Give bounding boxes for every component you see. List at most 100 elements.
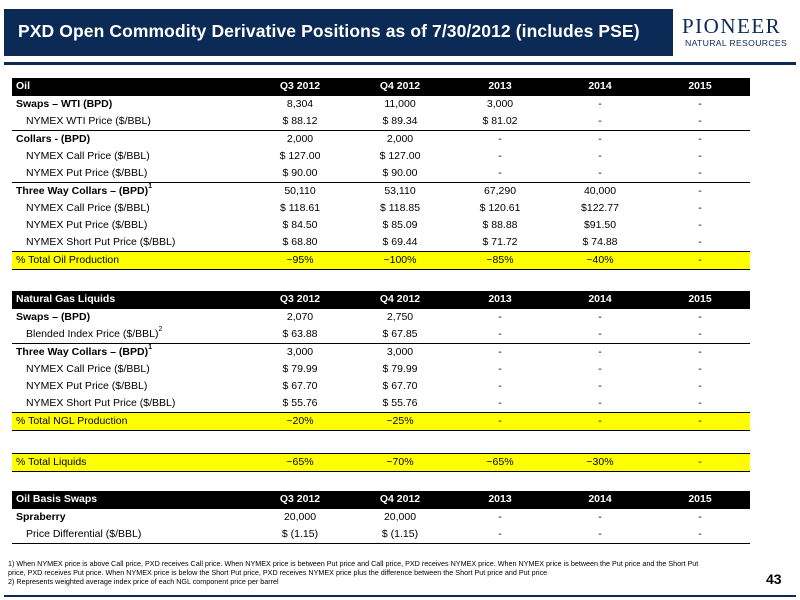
column-header: 2014 [550,491,650,509]
table-cell: - [550,308,650,326]
row-label: Blended Index Price ($/BBL)2 [12,326,250,344]
row-label: % Total Oil Production [12,251,250,270]
column-header: Q4 2012 [350,291,450,309]
table-cell: - [650,526,750,544]
column-header: 2015 [650,491,750,509]
logo-name: PIONEER [682,14,782,38]
table-cell: - [698,202,702,214]
footnotes: 1) When NYMEX price is above Call price,… [8,559,768,586]
column-header: Q4 2012 [350,491,450,509]
row-label: NYMEX Call Price ($/BBL) [12,200,250,217]
header: PXD Open Commodity Derivative Positions … [0,0,800,62]
table-row: NYMEX Call Price ($/BBL) $ 127.00 $ 127.00… [12,148,750,165]
table-cell: - [498,150,502,162]
table-cell: $ 120.61 [479,202,521,214]
table-cell: - [550,130,650,148]
table-cell: $ 88.88 [482,219,518,231]
table-cell: - [450,343,550,361]
table-cell: $ 55.76 [282,397,318,409]
row-label-text: Price Differential ($/BBL) [26,528,142,540]
table-cell: $ 85.09 [382,219,418,231]
table-cell: $ 84.50 [282,219,318,231]
row-label: NYMEX Short Put Price ($/BBL) [12,234,250,252]
row-label: Swaps – WTI (BPD) [12,95,250,113]
table-cell: ~30% [550,453,650,472]
table-cell: $ (1.15) [250,526,350,544]
table-cell: 3,000 [350,343,450,361]
table-cell: $ 81.02 [482,115,518,127]
column-header: 2013 [450,291,550,309]
row-label: % Total NGL Production [12,412,250,431]
table-row: NYMEX Put Price ($/BBL) $ 90.00 $ 90.00 - - - [12,165,750,183]
row-label-text: % Total Liquids [16,456,87,468]
table-row: NYMEX Short Put Price ($/BBL) $ 55.76 $ 55… [12,395,750,413]
column-header: Q3 2012 [250,491,350,509]
row-label-text: NYMEX Call Price ($/BBL) [26,202,150,214]
table-row: Spraberry 20,000 20,000- - - [12,508,750,526]
table-cell: $ 127.00 [279,150,321,162]
column-header: 2014 [550,291,650,309]
table-cell: - [698,380,702,392]
table-cell: $122.77 [581,202,619,214]
table-cell: 20,000 [250,508,350,526]
table-cell: - [650,130,750,148]
column-header: 2015 [650,291,750,309]
table-cell: - [498,363,502,375]
table-cell: 2,000 [350,130,450,148]
oil-table: Oil Q3 2012 Q4 2012 2013 2014 2015 Swaps – WTI… [12,78,750,270]
table-cell: - [698,219,702,231]
table-cell: - [498,167,502,179]
table-cell: 2,750 [350,308,450,326]
logo-subtitle: NATURAL RESOURCES [685,38,788,48]
table-cell: - [650,308,750,326]
table-header-row: Oil Basis Swaps Q3 2012 Q4 2012 2013 2014 201… [12,491,750,509]
table-cell: - [550,343,650,361]
row-label: NYMEX WTI Price ($/BBL) [12,113,250,131]
footnote-line: 1) When NYMEX price is above Call price,… [8,559,699,568]
row-label: Price Differential ($/BBL) [12,526,250,544]
table-cell: $ 90.00 [382,167,418,179]
row-label-text: % Total Oil Production [16,254,120,266]
row-label-text: Blended Index Price ($/BBL) [26,328,159,340]
column-header: Q3 2012 [250,78,350,96]
table-cell: - [450,130,550,148]
footer-divider [4,595,796,597]
row-label-text: NYMEX Put Price ($/BBL) [26,219,148,231]
table-cell: $ 90.00 [282,167,318,179]
table-cell: - [698,363,702,375]
table-cell: - [498,397,502,409]
table-cell: - [598,328,602,340]
row-label: Three Way Collars – (BPD)1 [12,182,250,200]
column-header: 2013 [450,491,550,509]
ngl-table: Natural Gas Liquids Q3 2012 Q4 2012 2013 201… [12,291,750,431]
row-label-text: NYMEX Call Price ($/BBL) [26,150,150,162]
footnote-marker: 2 [158,326,163,333]
liquids-table-body: % Total Liquids ~65% ~70% ~65% ~30% - [12,453,750,472]
table-cell: $ 118.85 [379,202,421,214]
row-label-text: NYMEX Put Price ($/BBL) [26,167,148,179]
column-header: Q3 2012 [250,291,350,309]
table-cell: - [698,328,702,340]
table-cell: - [550,508,650,526]
table-row: Three Way Collars – (BPD)1 3,000 3,000- - - [12,343,750,361]
table-cell: - [498,380,502,392]
footnote-marker: 1 [148,183,152,190]
table-cell: $ 67.70 [282,380,318,392]
table-cell: 3,000 [450,95,550,113]
table-row: NYMEX Call Price ($/BBL) $ 79.99 $ 79.99 - -… [12,361,750,378]
table-cell: 53,110 [350,182,450,200]
table-cell: - [650,508,750,526]
column-header: 2014 [550,78,650,96]
footnote-line: price, PXD receives Put price. When NYME… [8,567,548,577]
table-cell: - [698,397,702,409]
oil-table-body: Oil Q3 2012 Q4 2012 2013 2014 2015 Swaps – WTI… [12,78,750,270]
table-cell: $ (1.15) [350,526,450,544]
table-row: NYMEX Short Put Price ($/BBL) $ 68.80 $ 69… [12,234,750,252]
basis-table: Oil Basis Swaps Q3 2012 Q4 2012 2013 2014 201… [12,491,750,544]
footnote-line: 2) Represents weighted average index pri… [8,576,279,586]
table-cell: $ 55.76 [382,397,418,409]
table-row: NYMEX Put Price ($/BBL) $ 67.70 $ 67.70 - - - [12,378,750,395]
table-cell: ~85% [450,251,550,270]
row-label: NYMEX Short Put Price ($/BBL) [12,395,250,413]
table-row: Price Differential ($/BBL) $ (1.15) $ (1.1… [12,526,750,544]
